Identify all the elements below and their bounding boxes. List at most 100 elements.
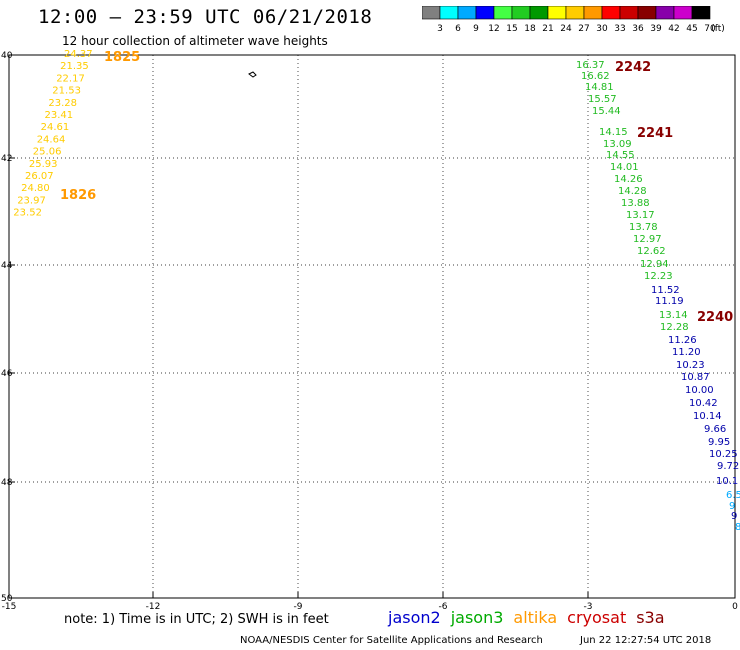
swh-value-label: 13.09 bbox=[603, 139, 632, 150]
color-scale-legend: 3 6 9 12 15 18 21 24 27 30 33 36 39 42 45 70(ft) bbox=[422, 6, 725, 34]
pass-time-labels: 1825 1826 2242 2241 2240 bbox=[60, 50, 733, 325]
swh-value-label: 12.94 bbox=[640, 259, 669, 270]
swh-value-label: 10.14 bbox=[693, 411, 722, 422]
color-scale-label: 9 bbox=[473, 24, 479, 34]
swh-value-label: 24.37 bbox=[64, 49, 93, 60]
color-scale-label: 70 bbox=[704, 24, 716, 34]
swh-value-label: 14.55 bbox=[606, 150, 635, 161]
color-scale-label: 30 bbox=[596, 24, 608, 34]
latitude-tick-label: 42 bbox=[1, 154, 12, 164]
color-scale-label: 24 bbox=[560, 24, 572, 34]
swh-value-label: 15.57 bbox=[588, 94, 617, 105]
map-title: 12:00 – 23:59 UTC 06/21/2018 bbox=[38, 6, 373, 28]
color-scale-label: 42 bbox=[668, 24, 679, 34]
swh-value-label: 9.95 bbox=[708, 437, 730, 448]
longitude-tick-label: -12 bbox=[146, 602, 161, 610]
pass-time-label: 2241 bbox=[637, 126, 673, 141]
color-scale-label: 39 bbox=[650, 24, 662, 34]
map-frame bbox=[8, 54, 736, 599]
swh-value-label: 11.26 bbox=[668, 335, 697, 346]
footer-note: note: 1) Time is in UTC; 2) SWH is in fe… bbox=[64, 612, 329, 627]
color-swatch bbox=[691, 6, 711, 20]
swh-value-label: 24.80 bbox=[21, 183, 50, 194]
color-scale-label: 6 bbox=[455, 24, 461, 34]
generated-timestamp: Jun 22 12:27:54 UTC 2018 bbox=[580, 635, 712, 646]
swh-value-label: 9.72 bbox=[717, 461, 739, 472]
altimeter-map: -15 -12 -9 -6 -3 0 40 42 44 46 48 50 24.3721.3522.1… bbox=[1, 49, 740, 610]
mission-legend: jason2 jason3 altika cryosat s3a bbox=[388, 608, 675, 627]
map-grid bbox=[9, 55, 735, 598]
color-scale-label: 45 bbox=[686, 24, 697, 34]
swh-value-label: 14.15 bbox=[599, 127, 628, 138]
swh-value-label: 12.97 bbox=[633, 234, 662, 245]
pass-time-label: 1826 bbox=[60, 188, 96, 203]
swh-value-label: 23.52 bbox=[13, 208, 42, 219]
color-scale-label: 12 bbox=[488, 24, 499, 34]
swh-value-label: 25.06 bbox=[33, 147, 62, 158]
credit-line: NOAA/NESDIS Center for Satellite Applica… bbox=[240, 635, 543, 646]
swh-value-label: 14.28 bbox=[618, 186, 647, 197]
pass-time-label: 2240 bbox=[697, 310, 733, 325]
latitude-tick-label: 46 bbox=[1, 369, 13, 379]
swh-value-label: 22.17 bbox=[56, 73, 85, 84]
swh-value-label: 16.62 bbox=[581, 71, 610, 82]
mission-jason2: jason2 bbox=[388, 608, 441, 627]
latitude-tick-label: 44 bbox=[1, 261, 13, 271]
mission-cryosat: cryosat bbox=[567, 608, 627, 627]
color-scale-label: (ft) bbox=[711, 24, 725, 34]
swh-value-label: 14.01 bbox=[610, 162, 639, 173]
swh-value-label: 10.00 bbox=[685, 385, 714, 396]
swh-value-label: 13.17 bbox=[626, 210, 655, 221]
swh-value-label: 12.23 bbox=[644, 271, 673, 282]
color-scale-label: 36 bbox=[632, 24, 644, 34]
swh-value-label: 10.1 bbox=[716, 476, 738, 487]
swh-value-label-clipped: 6.5 bbox=[726, 490, 740, 501]
mission-s3a: s3a bbox=[636, 608, 665, 627]
color-scale-label: 33 bbox=[614, 24, 625, 34]
swh-value-label: 14.26 bbox=[614, 174, 643, 185]
swh-value-label: 13.88 bbox=[621, 198, 650, 209]
color-scale-label: 3 bbox=[437, 24, 443, 34]
swh-value-label-clipped: 8 bbox=[735, 522, 740, 533]
swh-value-label: 11.20 bbox=[672, 347, 701, 358]
swh-value-label: 15.44 bbox=[592, 106, 621, 117]
swh-value-label: 11.52 bbox=[651, 285, 680, 296]
swh-value-label: 13.14 bbox=[659, 310, 688, 321]
swh-value-label: 21.53 bbox=[52, 86, 81, 97]
swh-value-label: 23.28 bbox=[48, 98, 77, 109]
latitude-tick-label: 50 bbox=[1, 594, 13, 604]
swh-value-label: 21.35 bbox=[60, 61, 89, 72]
latitude-tick-label: 48 bbox=[1, 478, 13, 488]
color-scale-label: 15 bbox=[506, 24, 517, 34]
swh-value-label: 24.61 bbox=[41, 122, 70, 133]
swh-value-label: 26.07 bbox=[25, 171, 54, 182]
swh-value-label: 10.23 bbox=[676, 360, 705, 371]
swh-value-label: 25.93 bbox=[29, 159, 58, 170]
swh-value-label: 23.97 bbox=[17, 195, 46, 206]
island-outline bbox=[248, 71, 257, 78]
map-axes: -15 -12 -9 -6 -3 0 40 42 44 46 48 50 bbox=[1, 51, 738, 610]
longitude-tick-label: 0 bbox=[732, 602, 738, 610]
swh-value-label: 12.62 bbox=[637, 246, 666, 257]
swh-value-label: 10.87 bbox=[681, 372, 710, 383]
swh-value-label: 16.37 bbox=[576, 60, 605, 71]
longitude-tick-label: -6 bbox=[439, 602, 448, 610]
swh-value-label-clipped: 9 bbox=[731, 511, 737, 522]
color-scale-label: 18 bbox=[524, 24, 536, 34]
swh-value-label: 13.78 bbox=[629, 222, 658, 233]
latitude-tick-label: 40 bbox=[1, 51, 13, 61]
pass-time-label: 2242 bbox=[615, 60, 651, 75]
swh-value-label: 10.25 bbox=[709, 449, 738, 460]
swh-value-label: 24.64 bbox=[37, 134, 66, 145]
map-subtitle: 12 hour collection of altimeter wave hei… bbox=[62, 34, 328, 48]
swh-value-label: 11.19 bbox=[655, 296, 684, 307]
color-scale-label: 27 bbox=[578, 24, 589, 34]
longitude-tick-label: -9 bbox=[294, 602, 303, 610]
swh-value-label-clipped: 9 bbox=[729, 501, 735, 512]
longitude-tick-label: -15 bbox=[2, 602, 17, 610]
swh-value-label: 23.41 bbox=[45, 110, 74, 121]
color-scale-label: 21 bbox=[542, 24, 553, 34]
swh-value-label: 12.28 bbox=[660, 322, 689, 333]
swh-value-label: 10.42 bbox=[689, 398, 718, 409]
